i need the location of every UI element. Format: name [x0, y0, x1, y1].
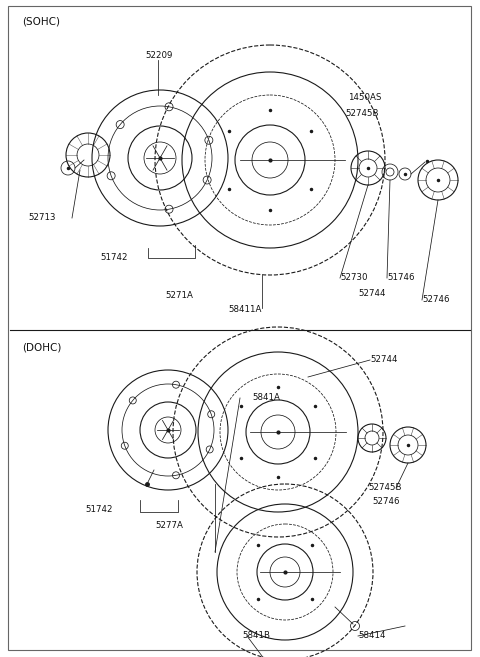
Text: 52744: 52744 — [358, 290, 385, 298]
Text: 52746: 52746 — [422, 296, 449, 304]
Text: 52745B: 52745B — [368, 484, 401, 493]
Text: 52713: 52713 — [28, 214, 56, 223]
Text: (DOHC): (DOHC) — [22, 343, 61, 353]
Text: 51742: 51742 — [85, 505, 112, 514]
Text: 58411A: 58411A — [228, 306, 262, 315]
Text: 52745B: 52745B — [345, 108, 379, 118]
Text: 51746: 51746 — [387, 273, 415, 283]
Text: 52744: 52744 — [370, 355, 397, 365]
FancyBboxPatch shape — [8, 6, 471, 650]
Text: 58414: 58414 — [358, 631, 385, 641]
Text: (SOHC): (SOHC) — [22, 17, 60, 27]
Text: 5841B: 5841B — [242, 631, 270, 641]
Text: 52746: 52746 — [372, 497, 399, 507]
Text: 52209: 52209 — [145, 51, 172, 60]
Text: 5271A: 5271A — [165, 290, 193, 300]
Text: 5277A: 5277A — [155, 520, 183, 530]
Text: 51742: 51742 — [100, 254, 128, 263]
Text: 1450AS: 1450AS — [348, 93, 382, 101]
Text: 5841A: 5841A — [252, 394, 280, 403]
Text: 52730: 52730 — [340, 273, 368, 283]
